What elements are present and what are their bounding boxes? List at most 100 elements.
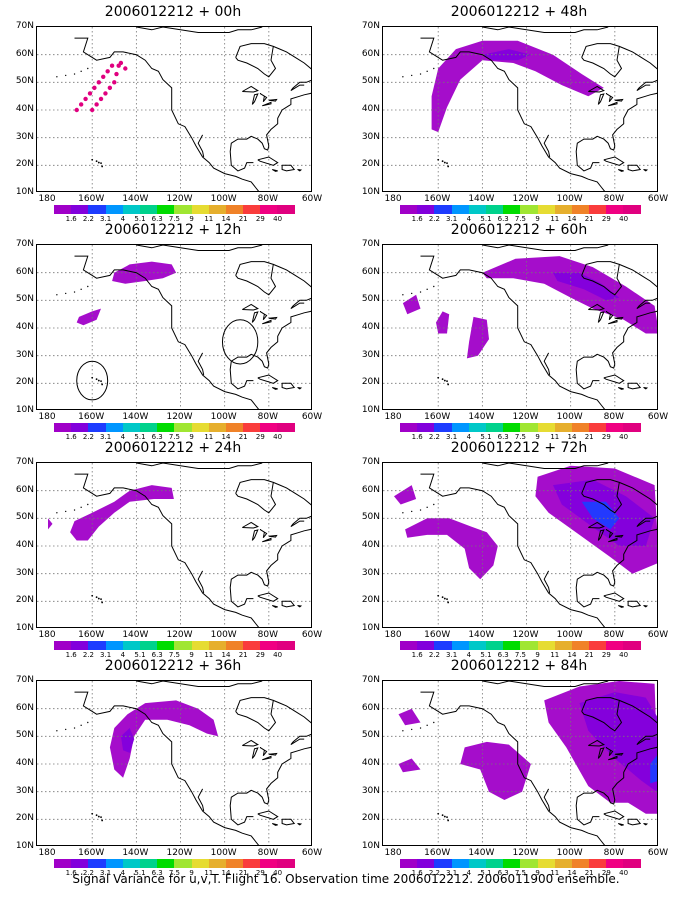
colorbar-swatch (503, 859, 521, 868)
great-lake-outline (597, 311, 605, 323)
caribbean-island (257, 810, 279, 820)
colorbar (54, 205, 295, 214)
colorbar-label: 29 (601, 433, 611, 441)
west-coastline (74, 691, 260, 845)
lon-tick-label: 120W (166, 848, 193, 858)
lon-tick-label: 180 (38, 194, 56, 204)
lat-tick-label: 60N (15, 266, 34, 277)
colorbar-swatch (243, 423, 261, 432)
great-lake-outline (259, 528, 268, 539)
lat-tick-label: 40N (15, 322, 34, 332)
hawaii-island (101, 383, 104, 386)
caribbean-island (643, 387, 649, 390)
baja-coastline (543, 570, 551, 594)
west-coastline (420, 37, 606, 191)
colorbar-label: 29 (255, 433, 265, 441)
colorbar-swatch (139, 423, 158, 432)
colorbar-label: 14 (567, 433, 577, 441)
lon-tick-label: 80W (257, 848, 279, 858)
variance-contour (482, 256, 657, 334)
caribbean-island (617, 823, 624, 826)
hudson-bay-coastline (581, 697, 623, 732)
colorbar-label: 3.1 (446, 433, 458, 441)
baja-coastline (197, 570, 205, 594)
lat-tick-label: 70N (361, 21, 380, 31)
caribbean-island (627, 818, 642, 826)
colorbar-swatch (277, 641, 295, 650)
colorbar-label: 9 (189, 651, 194, 659)
colorbar-label: 6.3 (151, 651, 163, 659)
west-coastline (74, 255, 260, 409)
colorbar-swatch (157, 859, 175, 868)
colorbar-label: 6.3 (151, 433, 163, 441)
aleutian-island (402, 512, 404, 514)
dropsonde-point (83, 96, 88, 102)
lat-tick-label: 40N (361, 540, 380, 550)
hudson-bay-coastline (235, 479, 277, 514)
lon-tick-label: 140W (468, 412, 495, 422)
lon-tick-label: 60W (647, 630, 669, 640)
caribbean-island (617, 387, 624, 390)
hawaii-island (100, 380, 102, 383)
colorbar-swatch (208, 641, 226, 650)
lat-tick-label: 30N (361, 567, 380, 578)
aleutian-island (419, 509, 422, 511)
lat-tick-label: 40N (15, 758, 34, 768)
colorbar-swatch (606, 205, 624, 214)
variance-contour (112, 261, 177, 284)
colorbar-swatch (400, 423, 418, 432)
hawaii-island (437, 376, 440, 379)
hawaii-island (97, 597, 100, 600)
arctic-coastline (136, 245, 263, 251)
hawaii-island (443, 597, 446, 600)
great-lake-outline (608, 319, 618, 325)
colorbar-swatch (485, 205, 504, 214)
colorbar-label: 5.1 (134, 215, 146, 223)
colorbar-label: 9 (189, 215, 194, 223)
colorbar-label: 4 (466, 215, 472, 223)
map-area (36, 244, 312, 410)
lon-tick-label: 160W (78, 630, 105, 640)
colorbar-label: 3.1 (446, 215, 458, 223)
colorbar-swatch (71, 859, 89, 868)
great-lake-outline (605, 528, 614, 539)
lon-tick-label: 100W (556, 412, 583, 422)
colorbar-swatch (260, 859, 278, 868)
hawaii-island (97, 815, 100, 818)
colorbar-swatch (503, 423, 521, 432)
variance-contour (405, 518, 498, 580)
colorbar-label: 40 (619, 651, 629, 659)
colorbar-swatch (589, 205, 607, 214)
colorbar-label: 1.6 (411, 215, 423, 223)
hawaii-island (443, 379, 446, 382)
lat-tick-label: 70N (15, 457, 34, 467)
map-panel: 2006012212 + 60h 70N 60N 50N 40N 30N 20N 10N 180… (346, 222, 692, 441)
caribbean-island (627, 382, 642, 390)
arctic-coastline (136, 463, 263, 469)
lon-tick-label: 140W (122, 630, 149, 640)
lon-tick-label: 100W (556, 848, 583, 858)
coastlines (402, 27, 657, 191)
coastlines (402, 463, 657, 627)
colorbar-label: 11 (550, 215, 560, 223)
colorbar-swatch (105, 205, 123, 214)
colorbar-label: 21 (238, 869, 248, 877)
colorbar-swatch (400, 859, 418, 868)
colorbar-swatch (468, 859, 486, 868)
colorbar-label: 9 (535, 215, 540, 223)
colorbar-label: 2.2 (82, 869, 94, 877)
hudson-bay-coastline (235, 697, 277, 732)
colorbar-label: 9 (189, 869, 194, 877)
colorbar-swatch (623, 641, 641, 650)
panel-title: 2006012212 + 24h (104, 440, 242, 456)
aleutian-island (433, 503, 435, 506)
great-lake-outline (259, 746, 268, 757)
colorbar-label: 2.2 (82, 433, 94, 441)
colorbar-swatch (225, 205, 244, 214)
lat-tick-label: 30N (15, 567, 34, 578)
colorbar-swatch (417, 641, 435, 650)
colorbar (54, 859, 295, 868)
hawaii-island (95, 596, 98, 599)
colorbar-label: 21 (584, 869, 594, 877)
variance-contour (466, 316, 489, 359)
